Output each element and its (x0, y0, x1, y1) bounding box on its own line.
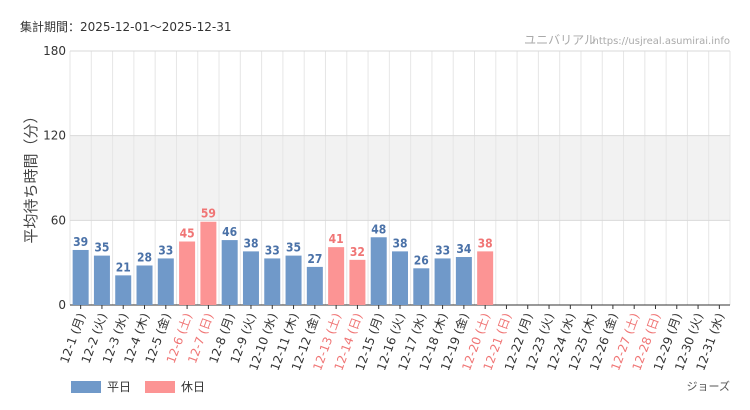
bar[interactable] (72, 249, 89, 305)
bar[interactable] (93, 255, 110, 305)
period-label: 集計期間：2025-12-01〜2025-12-31 (20, 20, 232, 34)
value-label: 33 (435, 243, 450, 257)
y-tick-label: 180 (43, 44, 66, 58)
watermark-site-name: ユニバリアル (524, 33, 596, 47)
y-tick-label: 0 (58, 298, 66, 312)
bar[interactable] (349, 259, 366, 305)
value-label: 38 (478, 236, 493, 250)
bar[interactable] (328, 247, 345, 305)
bar[interactable] (434, 258, 451, 305)
legend-item-weekday[interactable]: 平日 (71, 378, 131, 395)
value-label: 26 (414, 253, 429, 267)
bar[interactable] (221, 240, 238, 305)
value-label: 38 (243, 236, 258, 250)
value-label: 34 (456, 242, 472, 256)
grid-lines (69, 50, 731, 306)
plot-background (70, 135, 730, 221)
watermark-site-url: https://usjreal.asumirai.info (593, 36, 730, 47)
y-axis-title: 平均待ち時間（分） (22, 108, 40, 243)
legend-swatch-weekday (71, 380, 101, 393)
value-label: 21 (116, 260, 131, 274)
bar[interactable] (285, 255, 302, 305)
value-label: 41 (329, 232, 344, 246)
y-tick-labels: 0 60 120 180 (43, 44, 66, 312)
value-label: 35 (94, 241, 109, 255)
legend: 平日 休日 (71, 378, 219, 395)
bar[interactable] (455, 257, 472, 305)
bar[interactable] (136, 265, 153, 305)
wait-time-chart: 39 35 21 28 33 45 59 46 38 33 35 27 41 32 48 38 26 33 34 38… (22, 33, 731, 370)
bar[interactable] (392, 251, 408, 305)
value-label: 28 (137, 250, 152, 264)
value-label: 59 (201, 207, 216, 221)
value-labels: 39 35 21 28 33 45 59 46 38 33 35 27 41 32 48 38 26 33 34 38 (73, 207, 493, 275)
x-tick-labels: 12-1 (月)12-2 (火)12-3 (水)12-4 (木)12-5 (金)… (57, 305, 727, 370)
bar[interactable] (477, 251, 494, 305)
legend-item-holiday[interactable]: 休日 (145, 378, 205, 395)
attraction-name: ジョーズ (686, 380, 730, 393)
legend-label-holiday: 休日 (181, 380, 206, 394)
y-tick-label: 60 (51, 213, 66, 227)
bars (72, 221, 494, 306)
bar[interactable] (179, 241, 196, 306)
value-label: 27 (307, 252, 322, 266)
bar[interactable] (306, 266, 323, 305)
value-label: 33 (265, 243, 280, 257)
bar[interactable] (115, 275, 132, 305)
value-label: 33 (158, 243, 173, 257)
bar[interactable] (200, 221, 217, 305)
value-label: 32 (350, 245, 365, 259)
legend-swatch-holiday (145, 380, 176, 393)
value-label: 48 (371, 222, 386, 236)
legend-label-weekday: 平日 (107, 380, 132, 394)
value-label: 39 (73, 235, 88, 249)
value-label: 38 (392, 236, 407, 250)
shaded-band (70, 135, 730, 221)
bar[interactable] (157, 258, 174, 305)
y-tick-label: 120 (43, 129, 66, 143)
bar[interactable] (264, 258, 281, 305)
value-label: 45 (180, 227, 195, 241)
value-label: 35 (286, 241, 301, 255)
bar[interactable] (413, 268, 430, 305)
bar[interactable] (242, 251, 259, 305)
bar[interactable] (370, 237, 387, 305)
value-label: 46 (222, 225, 237, 239)
